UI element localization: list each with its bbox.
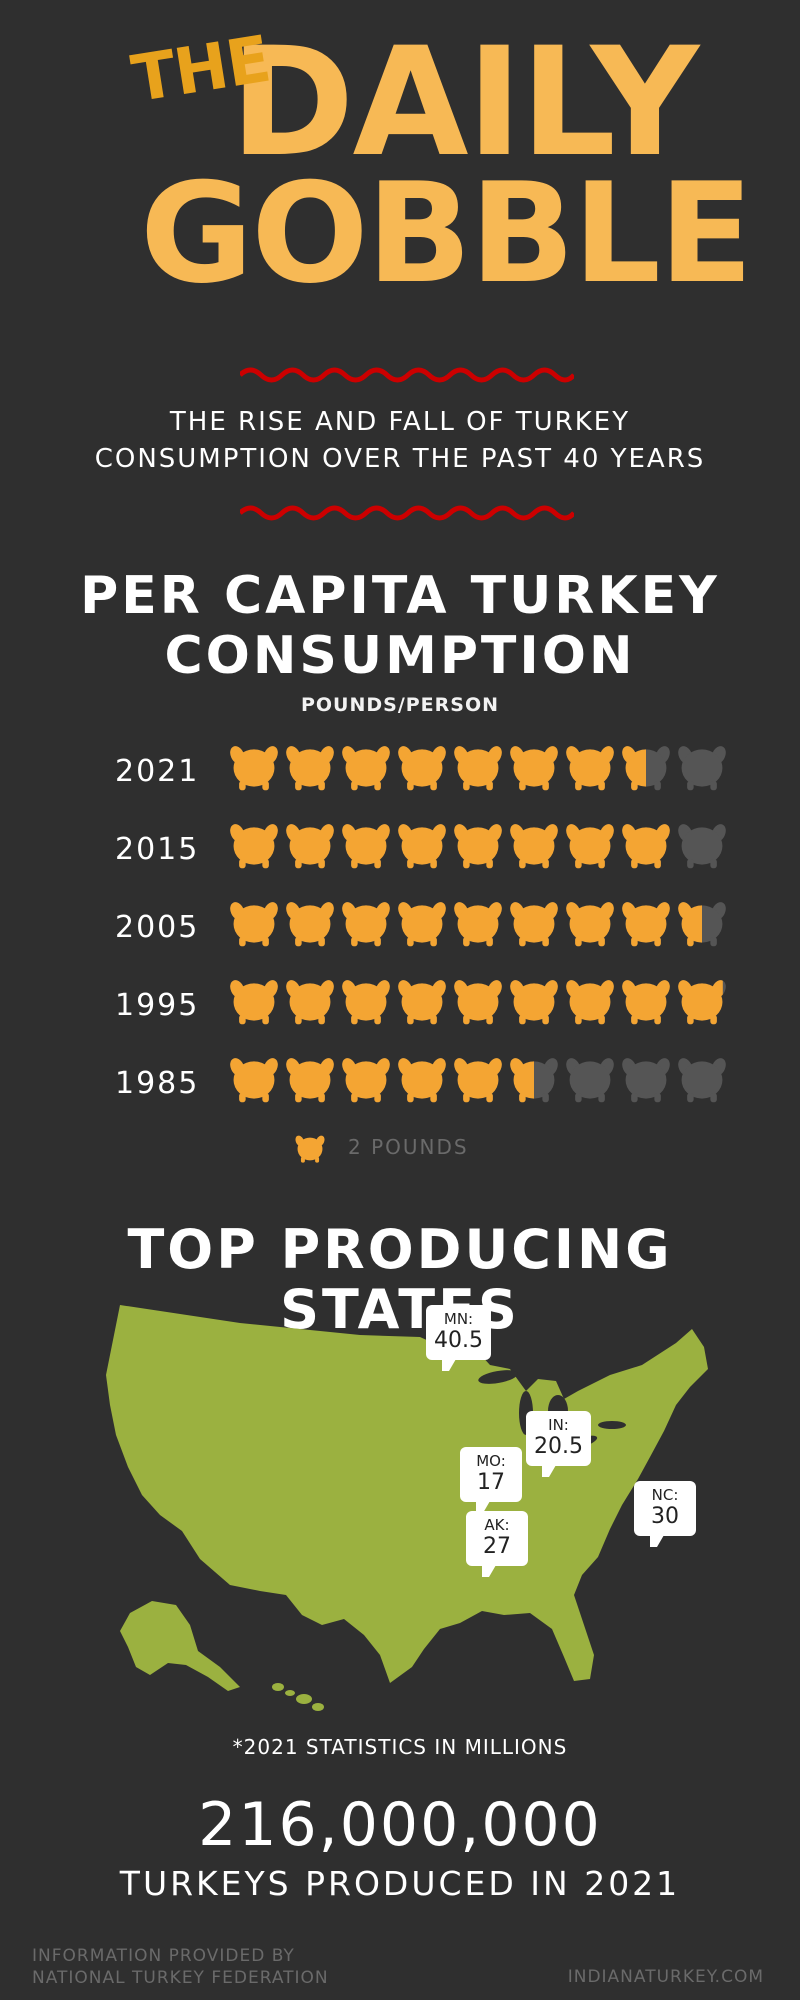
callout-mo: MO: 17	[460, 1447, 522, 1513]
callout-state: AK:	[484, 1516, 510, 1534]
row-year: 2005	[115, 910, 200, 945]
total-caption: TURKEYS PRODUCED IN 2021	[119, 1864, 681, 1903]
turkey-icon	[508, 974, 560, 1030]
wave-divider-bottom	[240, 505, 574, 521]
turkey-icon	[340, 818, 392, 874]
footer-site-link[interactable]: INDIANATURKEY.COM	[567, 1967, 764, 1987]
turkey-icon	[228, 818, 280, 874]
callout-value: 40.5	[434, 1328, 483, 1353]
wave-divider-top	[240, 367, 574, 383]
turkey-icon	[228, 740, 280, 796]
turkey-icon	[340, 974, 392, 1030]
turkey-icon	[676, 818, 728, 874]
turkey-icon	[564, 974, 616, 1030]
turkey-icon	[508, 740, 560, 796]
callout-value: 30	[651, 1504, 679, 1529]
subtitle-line-1: THE RISE AND FALL OF TURKEY	[169, 407, 631, 437]
callout-state: NC:	[651, 1486, 679, 1504]
masthead-gobble: GOBBLE	[140, 153, 753, 314]
row-year: 1985	[115, 1066, 200, 1101]
turkey-icon	[284, 818, 336, 874]
subtitle-line-2: CONSUMPTION OVER THE PAST 40 YEARS	[94, 444, 706, 474]
chart-row-2021: 2021	[0, 740, 800, 810]
chart-row-2015: 2015	[0, 818, 800, 888]
chart-row-2005: 2005	[0, 896, 800, 966]
row-year: 2015	[115, 832, 200, 867]
callout-state: IN:	[548, 1416, 569, 1434]
turkey-icon	[564, 740, 616, 796]
turkey-icon	[676, 1052, 728, 1108]
turkey-icon	[676, 974, 728, 1030]
turkey-icon	[564, 1052, 616, 1108]
per-capita-title-line-2: CONSUMPTION	[164, 626, 636, 686]
callout-mn: MN: 40.5	[426, 1305, 491, 1371]
callout-nc: NC: 30	[634, 1481, 696, 1547]
turkey-icon	[508, 1052, 560, 1108]
per-capita-title: PER CAPITA TURKEY CONSUMPTION	[0, 566, 800, 686]
turkey-icon	[564, 818, 616, 874]
turkey-icon	[508, 896, 560, 952]
callout-value: 20.5	[534, 1434, 583, 1459]
footer-source-line-1: INFORMATION PROVIDED BY	[32, 1946, 295, 1966]
callout-ak: AK: 27	[466, 1511, 528, 1577]
row-year: 1995	[115, 988, 200, 1023]
legend-turkey-icon	[294, 1132, 326, 1166]
turkey-icon	[620, 740, 672, 796]
turkey-icon	[564, 896, 616, 952]
turkey-icon	[340, 740, 392, 796]
turkey-icon	[284, 896, 336, 952]
turkey-icon	[228, 1052, 280, 1108]
callout-state: MO:	[476, 1452, 506, 1470]
turkey-icon	[620, 896, 672, 952]
chart-row-1995: 1995	[0, 974, 800, 1044]
subtitle: THE RISE AND FALL OF TURKEY CONSUMPTION …	[0, 404, 800, 478]
us-map-shape	[106, 1305, 708, 1711]
turkey-icon	[676, 896, 728, 952]
turkey-icon	[620, 974, 672, 1030]
us-map: MN: 40.5 IN: 20.5 MO: 17 NC: 30 AK: 27	[90, 1295, 750, 1715]
masthead-daily: DAILY	[230, 16, 699, 190]
turkey-icon	[228, 896, 280, 952]
turkey-icon	[228, 974, 280, 1030]
turkey-icon	[508, 818, 560, 874]
chart-row-1985: 1985	[0, 1052, 800, 1122]
per-capita-title-line-1: PER CAPITA TURKEY	[80, 566, 720, 626]
callout-value: 17	[477, 1470, 505, 1495]
turkey-icon	[284, 740, 336, 796]
turkey-icon	[452, 896, 504, 952]
turkey-icon	[340, 1052, 392, 1108]
footer-source-line-2: NATIONAL TURKEY FEDERATION	[32, 1968, 329, 1988]
footer-source: INFORMATION PROVIDED BY NATIONAL TURKEY …	[32, 1945, 329, 1989]
turkey-icon	[396, 740, 448, 796]
total-number: 216,000,000	[198, 1790, 602, 1860]
turkey-icon	[396, 974, 448, 1030]
turkey-icon	[284, 974, 336, 1030]
turkey-icon	[452, 818, 504, 874]
callout-state: MN:	[443, 1310, 474, 1328]
turkey-icon	[620, 1052, 672, 1108]
stats-note: *2021 STATISTICS IN MILLIONS	[232, 1735, 568, 1759]
callout-in: IN: 20.5	[526, 1411, 591, 1477]
turkey-icon	[340, 896, 392, 952]
turkey-icon	[452, 1052, 504, 1108]
turkey-icon	[452, 740, 504, 796]
turkey-icon	[284, 1052, 336, 1108]
turkey-icon	[396, 896, 448, 952]
per-capita-chart: 2021 2015 2005 1995 1985	[0, 740, 800, 1100]
per-capita-units: POUNDS/PERSON	[300, 694, 500, 716]
turkey-icon	[396, 818, 448, 874]
turkey-icon	[396, 1052, 448, 1108]
turkey-icon	[676, 740, 728, 796]
callout-value: 27	[483, 1534, 511, 1559]
turkey-icon	[452, 974, 504, 1030]
legend-label: 2 POUNDS	[348, 1135, 469, 1159]
turkey-icon	[620, 818, 672, 874]
row-year: 2021	[115, 754, 200, 789]
